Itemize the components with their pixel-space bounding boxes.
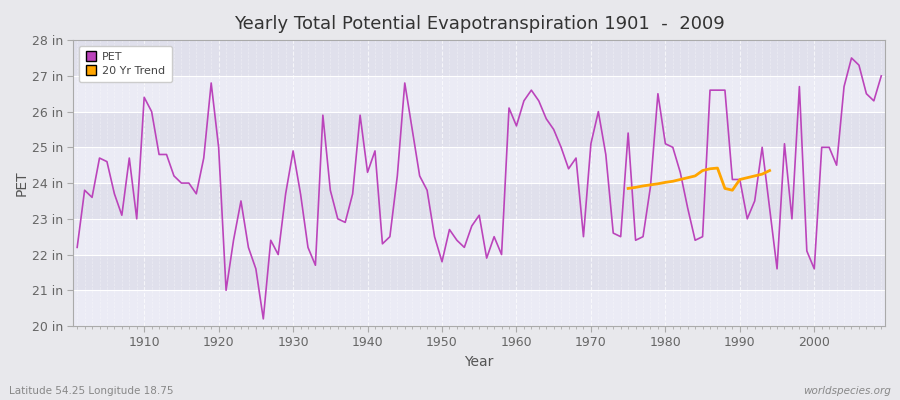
Bar (74, 147, 885, 183)
Bar (74, 40, 885, 76)
Bar (74, 254, 885, 290)
Bar (74, 76, 885, 112)
Text: worldspecies.org: worldspecies.org (803, 386, 891, 396)
Text: Latitude 54.25 Longitude 18.75: Latitude 54.25 Longitude 18.75 (9, 386, 174, 396)
Bar (74, 290, 885, 326)
Bar (74, 112, 885, 147)
Title: Yearly Total Potential Evapotranspiration 1901  -  2009: Yearly Total Potential Evapotranspiratio… (234, 15, 724, 33)
Bar (74, 219, 885, 254)
X-axis label: Year: Year (464, 355, 494, 369)
Bar (74, 183, 885, 219)
Legend: PET, 20 Yr Trend: PET, 20 Yr Trend (79, 46, 172, 82)
Y-axis label: PET: PET (15, 170, 29, 196)
